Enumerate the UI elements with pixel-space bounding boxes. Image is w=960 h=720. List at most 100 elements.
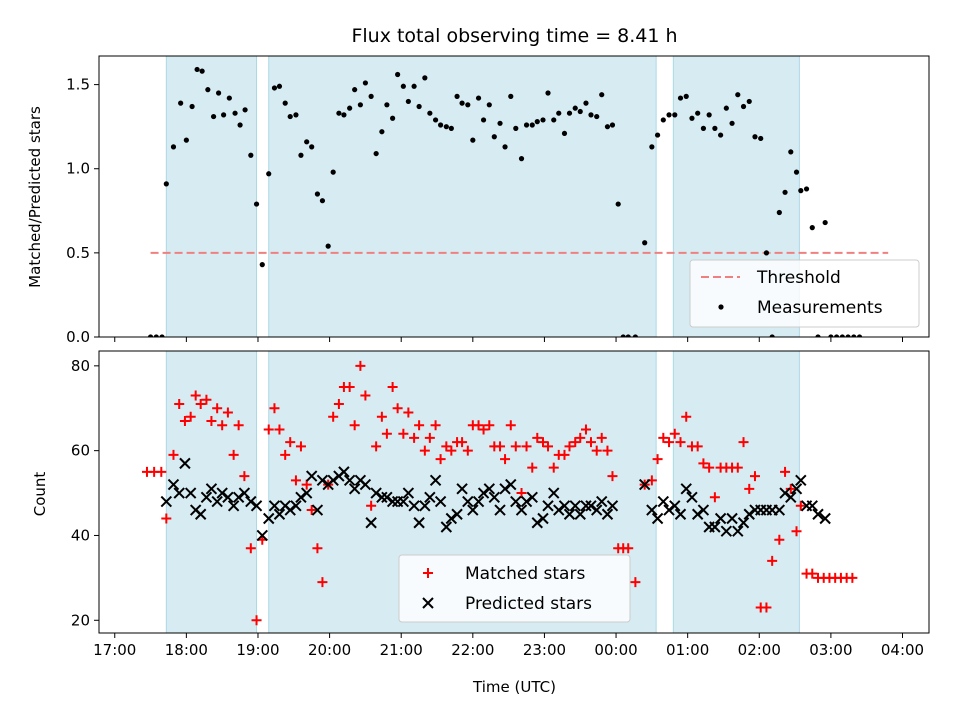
matched-stars-point: [295, 441, 306, 452]
matched-stars-point: [732, 462, 743, 473]
measurement-point: [609, 122, 616, 128]
predicted-stars-point: [300, 487, 313, 499]
measurement-point: [411, 83, 417, 89]
predicted-stars-point: [596, 495, 608, 508]
measurement-point: [599, 92, 605, 98]
measurement-point: [845, 334, 851, 337]
x-tick-label: 02:00: [738, 641, 781, 659]
predicted-stars-point: [773, 504, 786, 516]
measurement-point: [793, 169, 800, 175]
predicted-stars-point: [462, 495, 474, 508]
y-axis-label-ratio: Matched/Predicted stars: [26, 106, 44, 288]
matched-stars-point: [195, 399, 206, 410]
measurement-point: [615, 201, 621, 207]
measurement-point: [776, 209, 782, 216]
matched-stars-point: [409, 432, 420, 443]
matched-stars-point: [435, 454, 446, 465]
predicted-stars-point: [697, 504, 710, 516]
measurement-point: [159, 334, 165, 337]
predicted-stars-point: [537, 512, 549, 525]
predicted-stars-point: [290, 500, 302, 512]
measurement-point: [368, 93, 374, 99]
predicted-stars-point: [167, 478, 180, 491]
predicted-stars-point: [531, 517, 543, 529]
matched-stars-point: [580, 424, 591, 435]
measurement-point: [347, 105, 353, 111]
matched-stars-point: [245, 543, 256, 554]
x-tick-label: 17:00: [93, 641, 136, 659]
y-tick-label: 60: [71, 442, 90, 460]
matched-stars-point: [780, 466, 791, 477]
measurement-point: [189, 103, 195, 110]
measurement-point: [782, 189, 788, 195]
legend-predicted-swatch: [422, 597, 434, 609]
matched-stars-point: [652, 454, 663, 465]
matched-stars-point: [317, 577, 328, 588]
predicted-stars-point: [663, 504, 675, 516]
predicted-stars-point: [408, 500, 420, 512]
measurement-point: [480, 117, 487, 123]
matched-stars-point: [774, 534, 785, 545]
predicted-stars-point: [726, 512, 738, 525]
measurement-point: [341, 112, 347, 118]
matched-stars-point: [269, 403, 280, 414]
predicted-stars-point: [580, 500, 592, 512]
measurement-point: [215, 90, 222, 96]
predicted-stars-point: [520, 495, 533, 508]
matched-stars-point: [306, 505, 317, 516]
x-tick-label: 22:00: [451, 641, 494, 659]
predicted-stars-point: [381, 491, 393, 504]
measurement-point: [384, 102, 390, 108]
matched-stars-point: [419, 445, 430, 456]
predicted-stars-point: [376, 491, 388, 504]
predicted-stars-point: [440, 521, 453, 533]
chart-title: Flux total observing time = 8.41 h: [351, 25, 677, 47]
predicted-stars-point: [674, 508, 687, 520]
predicted-stars-point: [338, 466, 350, 478]
matched-stars-point: [228, 449, 239, 460]
predicted-stars-point: [806, 500, 818, 512]
matched-stars-point: [591, 445, 602, 456]
measurement-point: [352, 87, 358, 93]
measurement-point: [723, 105, 729, 111]
measurement-point: [163, 181, 169, 187]
matched-stars-point: [441, 441, 452, 452]
measurement-point: [259, 262, 265, 268]
matched-stars-point: [360, 390, 371, 401]
y-tick-label: 80: [71, 357, 90, 375]
predicted-stars-point: [472, 495, 485, 508]
matched-stars-point: [285, 437, 296, 448]
measurement-point: [566, 110, 573, 116]
predicted-stars-point: [680, 483, 692, 495]
matched-stars-point: [403, 407, 414, 418]
predicted-stars-point: [184, 487, 197, 499]
predicted-stars-point: [542, 500, 554, 512]
measurement-point: [502, 144, 508, 150]
matched-stars-point: [738, 437, 749, 448]
measurement-point: [497, 120, 503, 126]
measurement-point: [400, 83, 406, 89]
predicted-stars-point: [232, 491, 245, 504]
predicted-stars-point: [245, 495, 257, 508]
measurement-point: [572, 105, 578, 111]
measurement-point: [856, 334, 863, 337]
measurement-point: [788, 149, 794, 155]
matched-stars-point: [212, 403, 223, 414]
measurement-point: [649, 144, 655, 150]
predicted-stars-point: [732, 525, 744, 537]
y-axis-label-count: Count: [31, 472, 49, 517]
measurement-point: [718, 132, 724, 138]
matched-stars-point: [312, 543, 323, 554]
predicted-stars-point: [263, 512, 275, 525]
measurement-point: [706, 112, 712, 118]
measurement-point: [700, 125, 707, 131]
matched-stars-point: [381, 428, 392, 439]
matched-stars-point: [570, 437, 581, 448]
matched-stars-point: [698, 458, 709, 469]
measurement-point: [475, 95, 482, 101]
measurement-point: [556, 110, 562, 116]
predicted-stars-point: [268, 500, 281, 512]
x-tick-label: 19:00: [236, 641, 279, 659]
predicted-stars-point: [424, 491, 436, 504]
measurement-point: [443, 124, 449, 130]
